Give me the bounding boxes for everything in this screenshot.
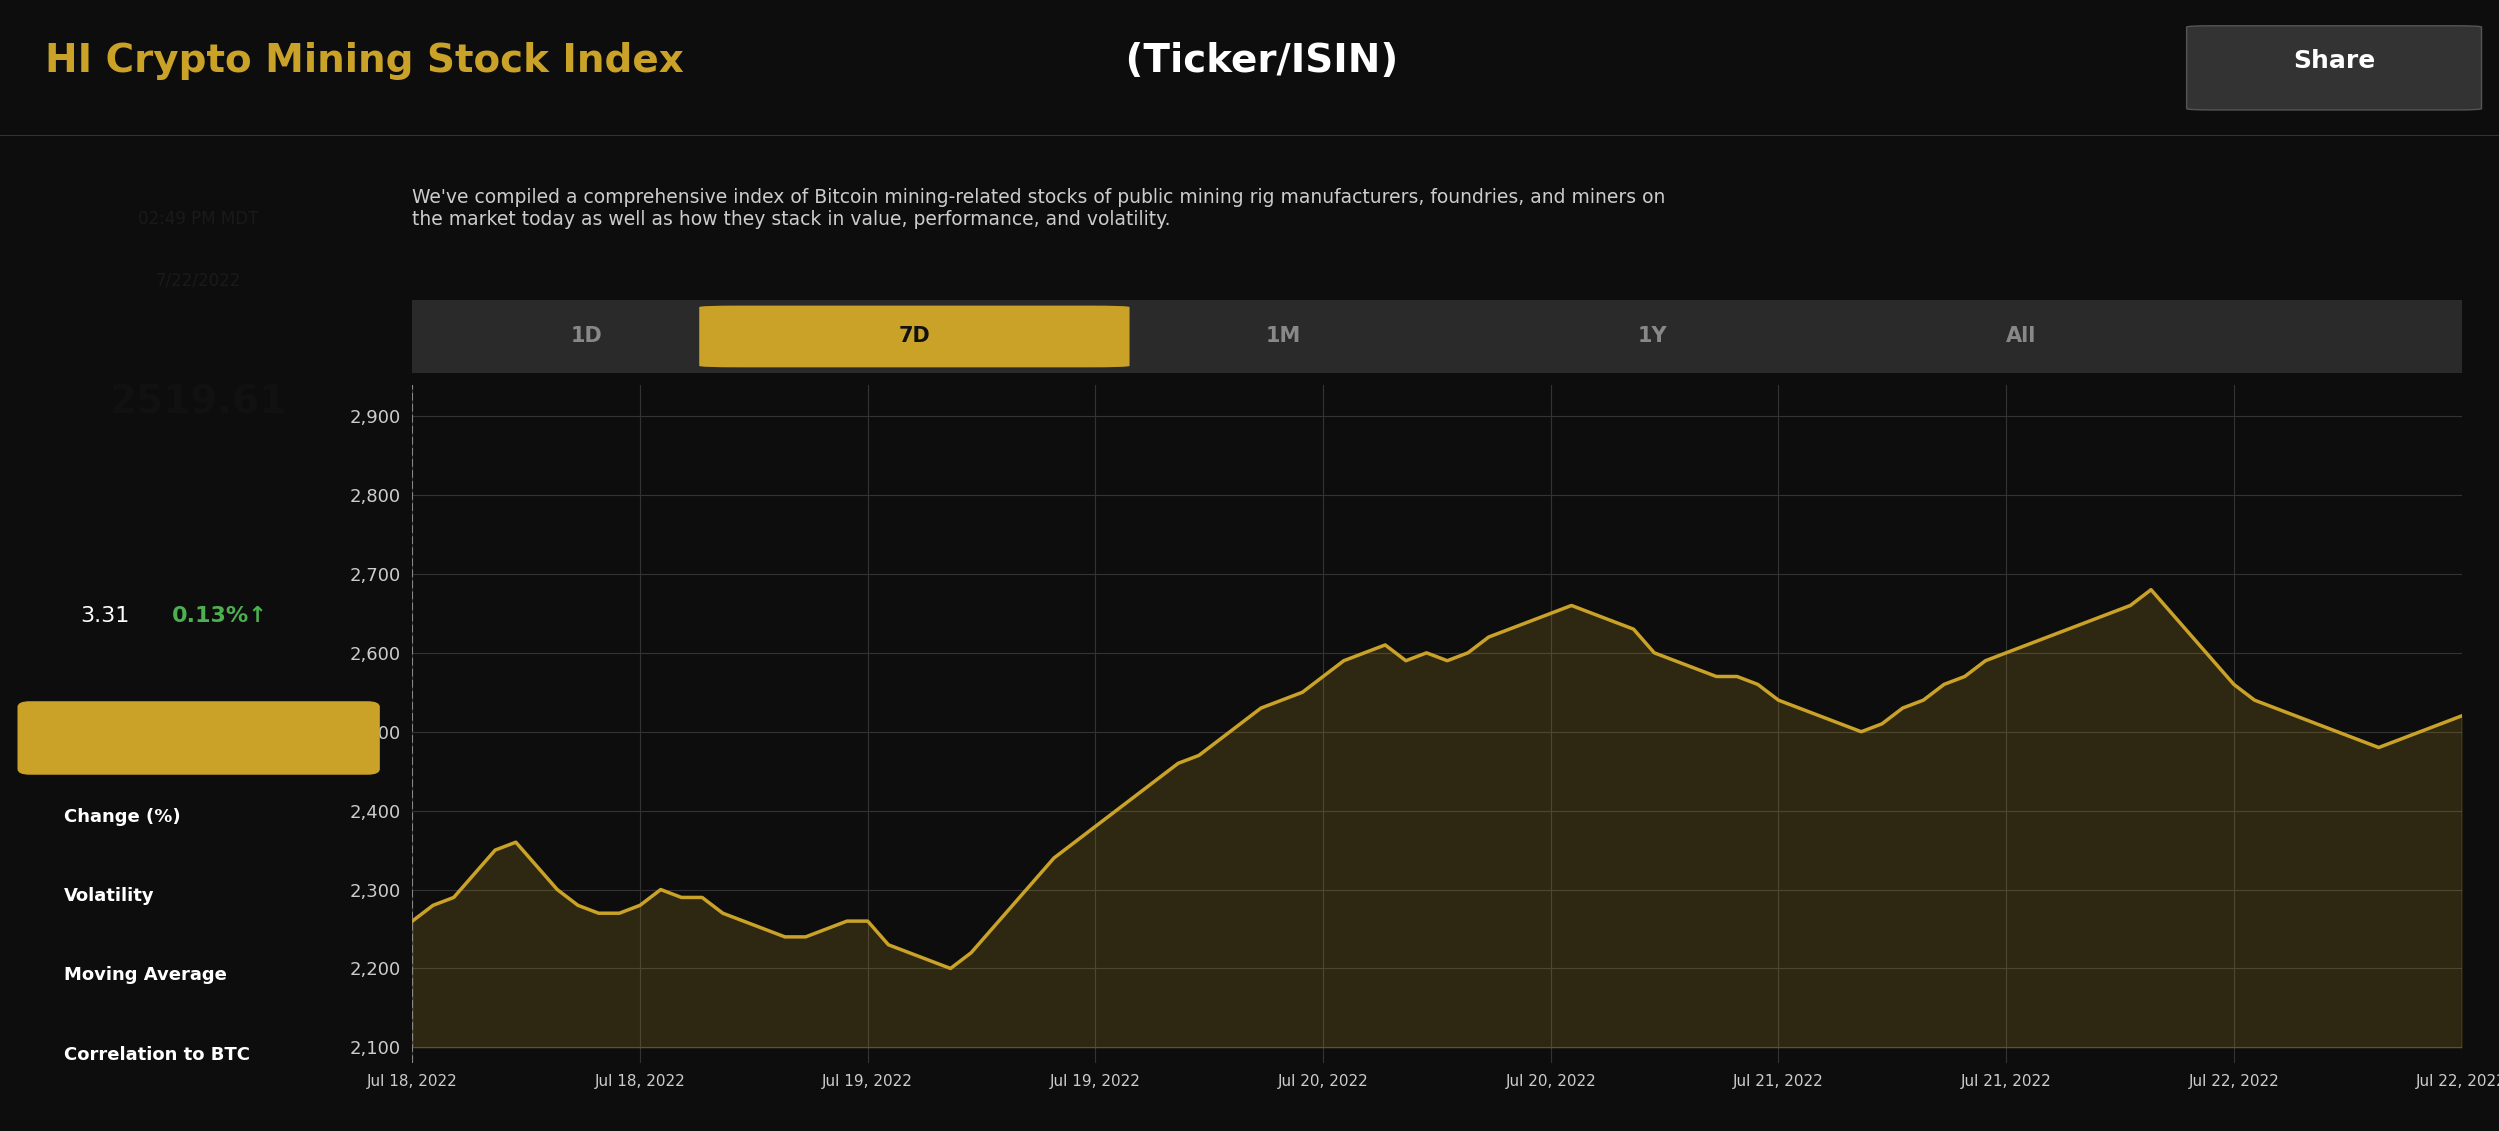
Text: Correlation to BTC: Correlation to BTC: [65, 1046, 250, 1063]
Text: 7/22/2022: 7/22/2022: [155, 271, 242, 290]
FancyBboxPatch shape: [372, 299, 2499, 374]
Text: 1M: 1M: [1264, 327, 1302, 346]
Text: We've compiled a comprehensive index of Bitcoin mining-related stocks of public : We've compiled a comprehensive index of …: [412, 188, 1667, 228]
Text: Share: Share: [2294, 49, 2374, 74]
Text: All: All: [2007, 327, 2037, 346]
Text: 2519.61: 2519.61: [110, 383, 287, 422]
Text: Moving Average: Moving Average: [65, 967, 227, 984]
Text: 0.13%↑: 0.13%↑: [172, 606, 267, 627]
Text: 1Y: 1Y: [1637, 327, 1667, 346]
Text: (Ticker/ISIN): (Ticker/ISIN): [1112, 42, 1399, 80]
Text: 7D: 7D: [900, 327, 930, 346]
Text: Volatility: Volatility: [65, 888, 155, 905]
Text: 02:49 PM MDT: 02:49 PM MDT: [137, 210, 260, 228]
Text: Index Ticker: Index Ticker: [137, 729, 260, 746]
Text: 3.31: 3.31: [80, 606, 130, 627]
FancyBboxPatch shape: [700, 305, 1130, 368]
Text: 1D: 1D: [570, 327, 602, 346]
Text: Change (%): Change (%): [65, 809, 180, 826]
FancyBboxPatch shape: [2187, 26, 2482, 110]
Text: HI Crypto Mining Stock Index: HI Crypto Mining Stock Index: [45, 42, 685, 80]
